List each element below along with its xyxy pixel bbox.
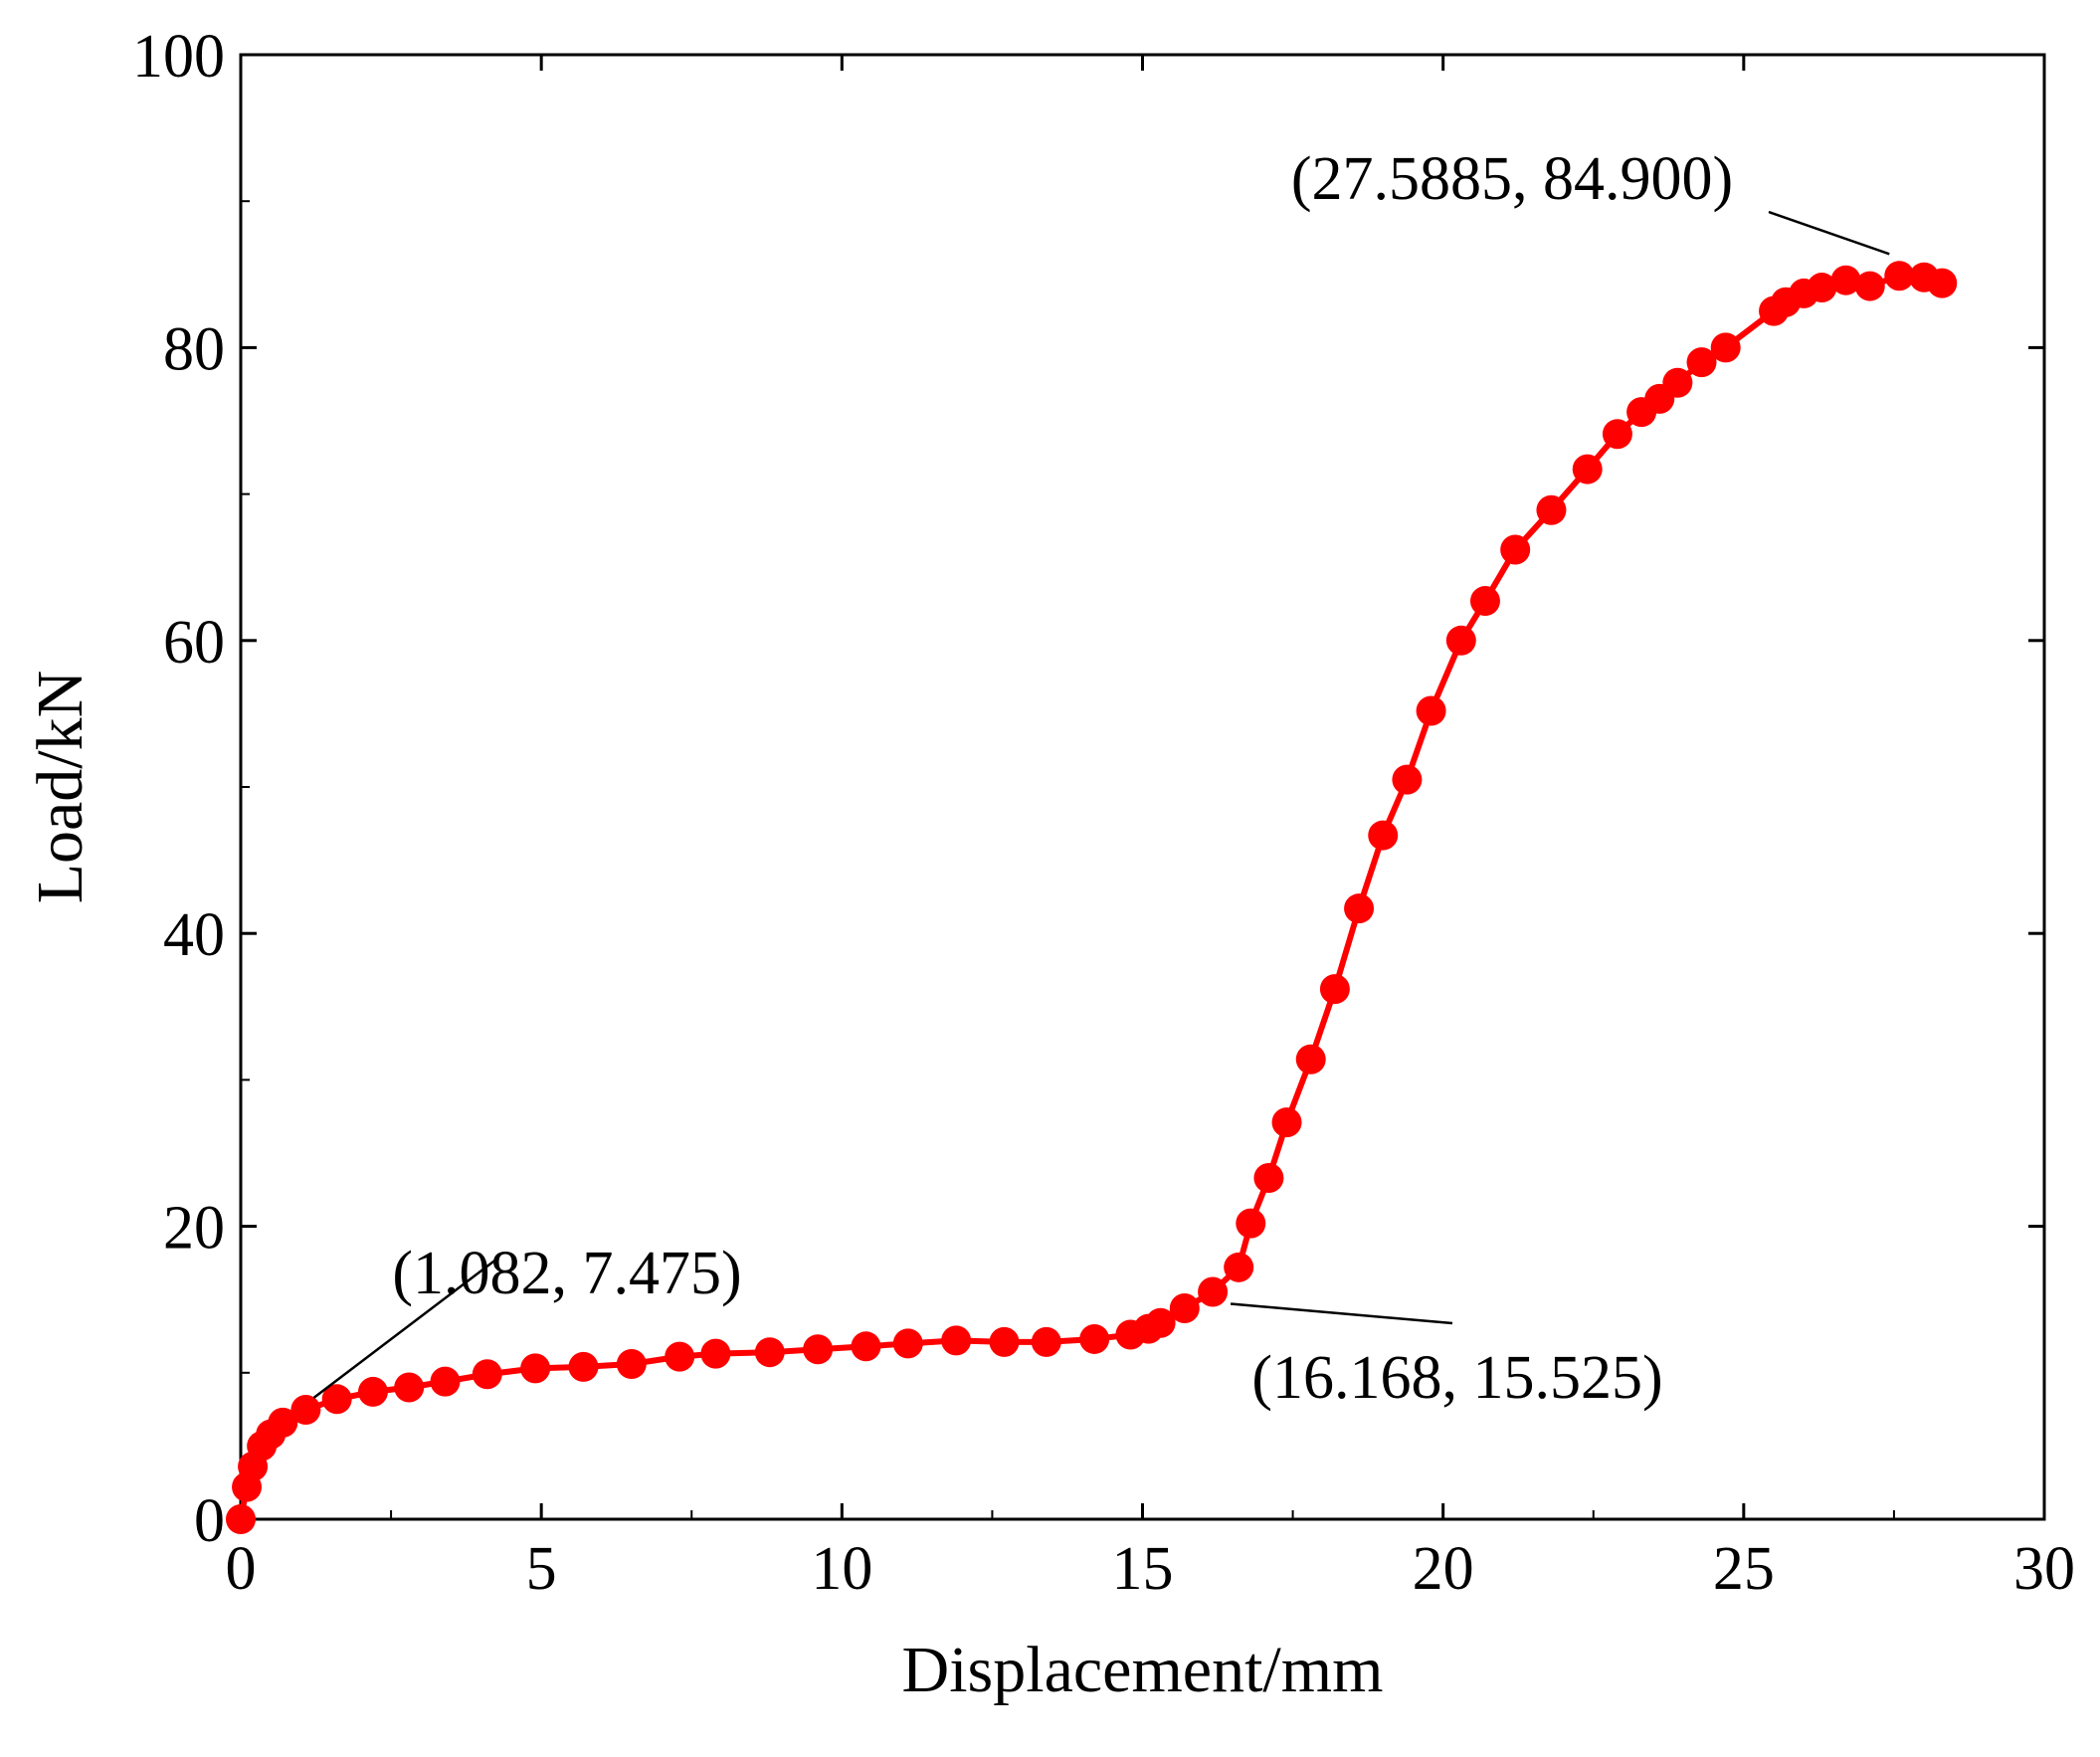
data-point xyxy=(321,1384,352,1415)
data-point xyxy=(851,1331,881,1362)
data-point xyxy=(1169,1293,1200,1324)
data-point xyxy=(1536,494,1567,525)
data-point xyxy=(941,1325,972,1356)
data-point xyxy=(1830,265,1861,295)
data-point xyxy=(1469,586,1500,617)
data-point xyxy=(1710,332,1741,363)
x-axis-title: Displacement/mm xyxy=(902,1634,1384,1706)
y-tick-label: 40 xyxy=(163,901,225,969)
data-point xyxy=(1392,764,1423,795)
data-point xyxy=(1319,974,1350,1005)
data-point xyxy=(1271,1107,1302,1138)
x-tick-label: 25 xyxy=(1713,1535,1775,1603)
x-tick-label: 0 xyxy=(226,1535,257,1603)
y-tick-label: 60 xyxy=(163,609,225,677)
x-tick-label: 15 xyxy=(1112,1535,1174,1603)
data-point xyxy=(1602,419,1632,450)
axes-layer: 0 5 10 15 20 25 30 0 20 40 60 80 100 Displacement/mm L… xyxy=(24,23,2075,1706)
annotation-label: (16.168, 15.525) xyxy=(1251,1344,1662,1412)
annotation-label: (27.5885, 84.900) xyxy=(1291,145,1733,213)
data-point xyxy=(1572,454,1603,485)
data-point xyxy=(1031,1326,1061,1357)
data-point xyxy=(616,1348,647,1379)
data-point xyxy=(1500,534,1531,565)
data-point xyxy=(568,1351,599,1382)
y-tick-label: 20 xyxy=(163,1195,225,1263)
x-tick-label: 10 xyxy=(811,1535,872,1603)
data-point xyxy=(357,1376,388,1407)
series-layer xyxy=(226,261,1958,1534)
data-point xyxy=(1236,1208,1266,1239)
data-point xyxy=(1662,367,1693,398)
data-point xyxy=(1224,1252,1254,1282)
data-point xyxy=(1807,273,1837,303)
data-point xyxy=(226,1504,256,1534)
data-point xyxy=(1884,261,1915,292)
data-point xyxy=(290,1394,321,1425)
data-point xyxy=(665,1341,695,1372)
data-point xyxy=(1445,625,1476,656)
data-point xyxy=(1145,1307,1176,1338)
data-point xyxy=(472,1359,502,1390)
data-point xyxy=(989,1326,1020,1357)
y-tick-label: 100 xyxy=(132,23,225,91)
data-point xyxy=(520,1353,551,1384)
data-point xyxy=(1198,1276,1229,1307)
data-point xyxy=(1368,820,1399,851)
data-point xyxy=(1253,1163,1284,1194)
annotation-leader xyxy=(312,1258,498,1399)
data-point xyxy=(1686,347,1717,378)
data-point xyxy=(268,1407,298,1438)
annotations-layer: (1.082, 7.475) (16.168, 15.525) (27.5885, … xyxy=(312,145,1890,1412)
data-point xyxy=(1416,695,1446,726)
data-point xyxy=(1344,893,1375,924)
y-tick-label: 80 xyxy=(163,315,225,383)
data-point xyxy=(1927,268,1958,298)
y-tick-label: 0 xyxy=(194,1487,225,1555)
x-tick-label: 20 xyxy=(1413,1535,1474,1603)
annotation-label: (1.082, 7.475) xyxy=(392,1240,741,1307)
y-axis-title: Load/kN xyxy=(24,671,96,904)
x-tick-label: 30 xyxy=(2013,1535,2075,1603)
annotation-leader xyxy=(1768,210,1890,256)
data-point xyxy=(430,1366,461,1397)
data-point xyxy=(754,1337,785,1368)
data-point xyxy=(1854,271,1885,301)
x-tick-label: 5 xyxy=(526,1535,557,1603)
data-point xyxy=(803,1334,834,1365)
annotation-leader xyxy=(1230,1302,1453,1325)
data-point xyxy=(394,1372,425,1403)
data-point xyxy=(1295,1044,1326,1074)
data-point xyxy=(1079,1323,1110,1354)
data-point xyxy=(892,1328,923,1359)
data-point xyxy=(700,1338,731,1369)
